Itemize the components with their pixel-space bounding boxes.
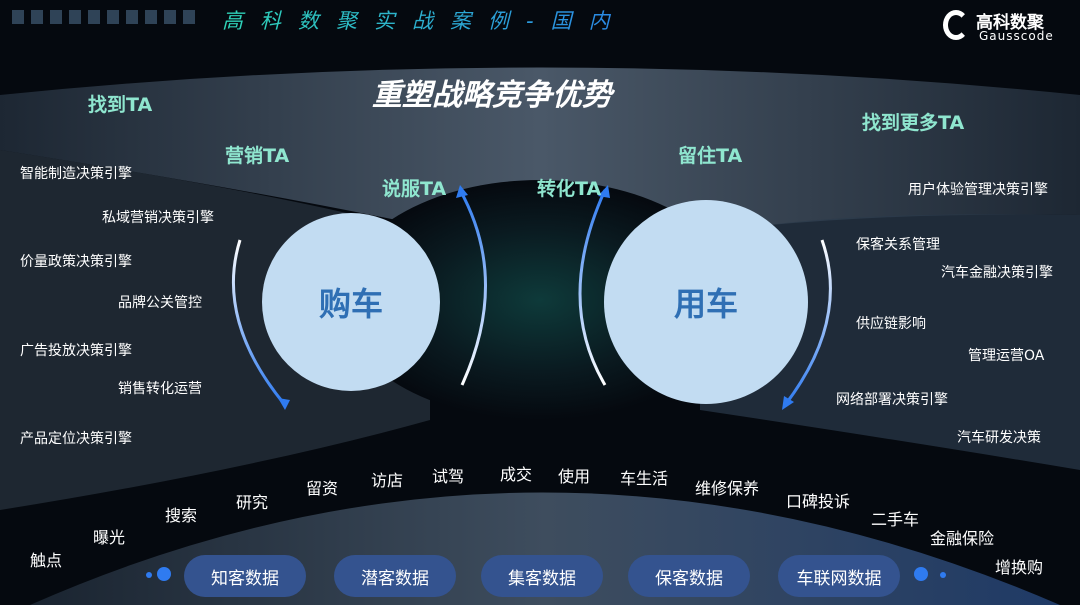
stage-find: 找到TA xyxy=(88,94,153,116)
right-item: 保客关系管理 xyxy=(856,237,940,253)
pill-retain-customer-data: 保客数据 xyxy=(628,555,750,597)
left-item: 价量政策决策引擎 xyxy=(20,254,132,270)
journey-step: 维修保养 xyxy=(695,479,760,498)
left-item: 私域营销决策引擎 xyxy=(102,210,214,226)
right-item: 管理运营OA xyxy=(968,348,1045,364)
circle-use-car: 用车 xyxy=(604,200,808,404)
right-item: 供应链影响 xyxy=(856,316,926,332)
header-decoration xyxy=(12,10,195,24)
dot-decoration xyxy=(146,572,152,578)
journey-step: 曝光 xyxy=(93,528,126,547)
left-item: 广告投放决策引擎 xyxy=(20,343,132,359)
left-item: 销售转化运营 xyxy=(118,381,202,397)
logo-en: Gausscode xyxy=(979,29,1054,43)
journey-step: 车生活 xyxy=(620,469,669,488)
pill-know-customer-data: 知客数据 xyxy=(184,555,306,597)
stage-retain: 留住TA xyxy=(678,145,743,167)
journey-step: 成交 xyxy=(500,465,533,484)
journey-step: 二手车 xyxy=(871,510,920,529)
left-item: 产品定位决策引擎 xyxy=(20,431,132,447)
pill-iov-data: 车联网数据 xyxy=(778,555,900,597)
stage-persuade: 说服TA xyxy=(382,178,447,200)
journey-step: 增换购 xyxy=(995,558,1044,577)
left-item: 品牌公关管控 xyxy=(118,295,202,311)
dot-decoration xyxy=(157,567,171,581)
right-item: 汽车金融决策引擎 xyxy=(941,265,1053,281)
journey-step: 研究 xyxy=(236,493,269,512)
stage-find-more: 找到更多TA xyxy=(862,112,965,134)
journey-step: 试驾 xyxy=(432,467,465,486)
journey-step: 留资 xyxy=(306,479,339,498)
left-item: 智能制造决策引擎 xyxy=(20,166,132,182)
circle-buy-car: 购车 xyxy=(262,213,440,391)
page-title: 重塑战略竞争优势 xyxy=(372,78,612,113)
stage-market: 营销TA xyxy=(225,145,290,167)
logo-cn: 高科数聚 xyxy=(976,13,1044,33)
journey-step: 触点 xyxy=(30,551,63,570)
pill-prospect-data: 潜客数据 xyxy=(334,555,456,597)
logo-icon xyxy=(943,10,969,40)
right-item: 用户体验管理决策引擎 xyxy=(908,182,1048,198)
dot-decoration xyxy=(940,572,946,578)
right-item: 汽车研发决策 xyxy=(957,430,1041,446)
pill-collect-customer-data: 集客数据 xyxy=(481,555,603,597)
stage-convert: 转化TA xyxy=(537,178,602,200)
dot-decoration xyxy=(914,567,928,581)
journey-step: 金融保险 xyxy=(930,529,995,548)
journey-step: 口碑投诉 xyxy=(786,492,851,511)
journey-step: 搜索 xyxy=(165,506,198,525)
journey-step: 访店 xyxy=(371,471,404,490)
journey-step: 使用 xyxy=(558,467,591,486)
header-title: 高科数聚实战案例-国内 xyxy=(222,5,627,35)
arrow-left-outer xyxy=(231,239,287,406)
right-item: 网络部署决策引擎 xyxy=(836,392,948,408)
